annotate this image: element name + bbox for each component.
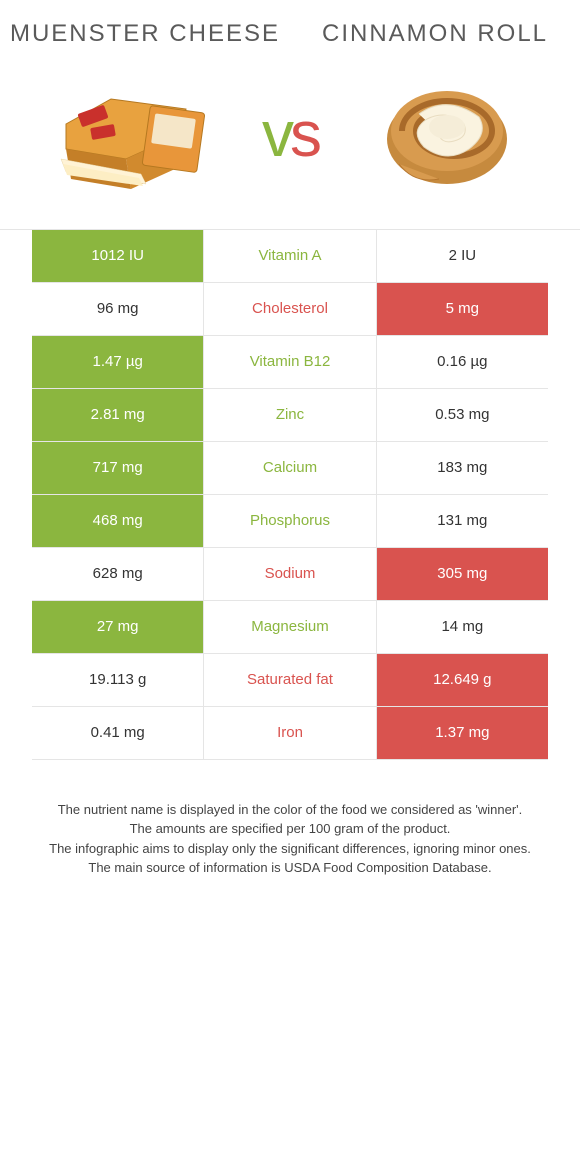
left-value: 2.81 mg <box>32 389 204 441</box>
food-headers: Muenster cheese Cinnamon Roll <box>0 0 580 59</box>
vs-s: s <box>290 98 318 170</box>
right-value: 305 mg <box>377 548 548 600</box>
left-value: 717 mg <box>32 442 204 494</box>
left-food-title: Muenster cheese <box>0 20 290 49</box>
nutrient-name: Vitamin A <box>204 230 376 282</box>
nutrient-name: Phosphorus <box>204 495 376 547</box>
table-row: 628 mgSodium305 mg <box>32 548 548 601</box>
muenster-cheese-image <box>51 69 221 199</box>
table-row: 0.41 mgIron1.37 mg <box>32 707 548 760</box>
nutrient-name: Saturated fat <box>204 654 376 706</box>
footer-line: The main source of information is USDA F… <box>30 858 550 878</box>
right-value: 1.37 mg <box>377 707 548 759</box>
nutrient-name: Cholesterol <box>204 283 376 335</box>
nutrient-name: Zinc <box>204 389 376 441</box>
nutrient-name: Vitamin B12 <box>204 336 376 388</box>
table-row: 2.81 mgZinc0.53 mg <box>32 389 548 442</box>
table-row: 27 mgMagnesium14 mg <box>32 601 548 654</box>
table-row: 19.113 gSaturated fat12.649 g <box>32 654 548 707</box>
nutrient-name: Sodium <box>204 548 376 600</box>
footer-line: The infographic aims to display only the… <box>30 839 550 859</box>
right-value: 183 mg <box>377 442 548 494</box>
left-value: 628 mg <box>32 548 204 600</box>
table-row: 717 mgCalcium183 mg <box>32 442 548 495</box>
right-food-title: Cinnamon Roll <box>290 20 580 49</box>
left-value: 19.113 g <box>32 654 204 706</box>
table-row: 1012 IUVitamin A2 IU <box>32 230 548 283</box>
footer-line: The nutrient name is displayed in the co… <box>30 800 550 820</box>
table-row: 96 mgCholesterol5 mg <box>32 283 548 336</box>
table-row: 468 mgPhosphorus131 mg <box>32 495 548 548</box>
table-row: 1.47 µgVitamin B120.16 µg <box>32 336 548 389</box>
right-value: 0.53 mg <box>377 389 548 441</box>
left-value: 1012 IU <box>32 230 204 282</box>
nutrient-name: Iron <box>204 707 376 759</box>
cinnamon-roll-image <box>359 69 529 199</box>
nutrient-table: 1012 IUVitamin A2 IU96 mgCholesterol5 mg… <box>0 229 580 760</box>
right-value: 131 mg <box>377 495 548 547</box>
footer-line: The amounts are specified per 100 gram o… <box>30 819 550 839</box>
left-value: 0.41 mg <box>32 707 204 759</box>
right-value: 0.16 µg <box>377 336 548 388</box>
right-value: 12.649 g <box>377 654 548 706</box>
footer-notes: The nutrient name is displayed in the co… <box>0 760 580 898</box>
left-value: 1.47 µg <box>32 336 204 388</box>
left-value: 27 mg <box>32 601 204 653</box>
vs-label: vs <box>262 102 318 166</box>
nutrient-name: Magnesium <box>204 601 376 653</box>
right-value: 5 mg <box>377 283 548 335</box>
nutrient-name: Calcium <box>204 442 376 494</box>
images-row: vs <box>0 59 580 229</box>
right-value: 2 IU <box>377 230 548 282</box>
left-value: 96 mg <box>32 283 204 335</box>
vs-v: v <box>262 98 290 170</box>
right-value: 14 mg <box>377 601 548 653</box>
left-value: 468 mg <box>32 495 204 547</box>
comparison-infographic: Muenster cheese Cinnamon Roll vs <box>0 0 580 1174</box>
